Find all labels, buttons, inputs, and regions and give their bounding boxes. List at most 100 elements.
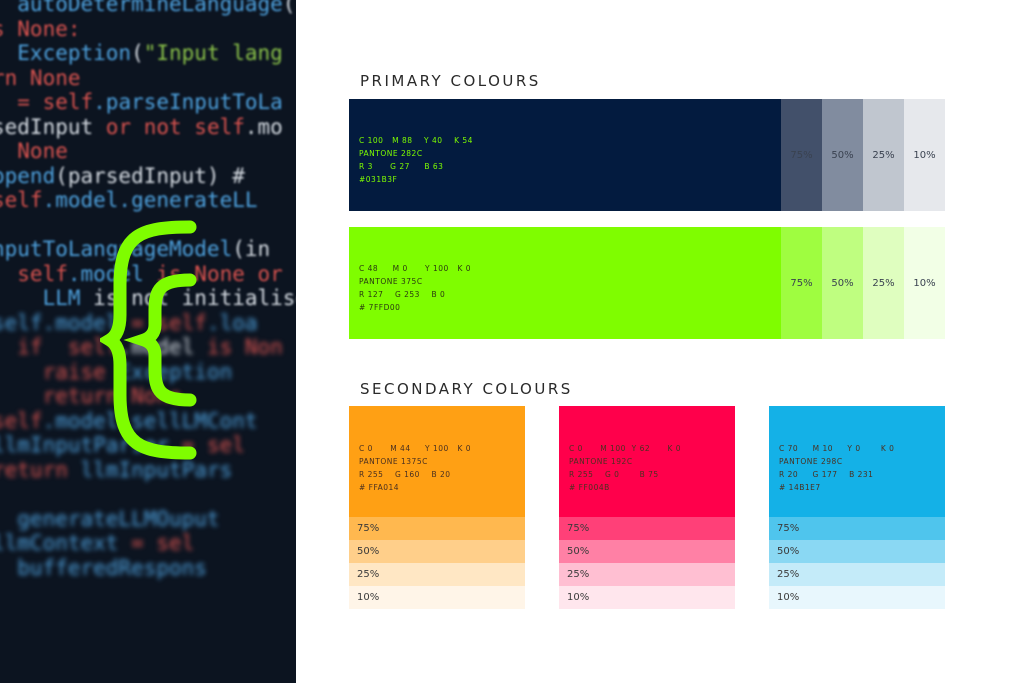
code-token: .model.sellLMCont [42,408,258,433]
code-line: rn None [0,66,296,91]
code-line: Exception("Input lang [0,41,296,66]
code-token: nputToLanguageModel [0,237,233,261]
code-token [0,482,5,506]
code-line: self.model.generateLL [0,188,296,213]
swatch-pantone: PANTONE 375C [359,277,423,286]
swatch-main: C 0 M 44 Y 100 K 0 PANTONE 1375C R 255 G 1… [349,406,525,517]
tint-10: 10% [349,586,525,609]
code-token: autoDetermineLanguage [0,0,283,16]
code-token: return [0,457,81,482]
primary-colours-heading: PRIMARY COLOURS [360,72,541,90]
code-line: generateLLMOuput [0,507,296,532]
swatch-cmyk: C 100 M 88 Y 40 K 54 [359,136,473,145]
swatch-hex-label: #031B3F [359,175,398,184]
code-line: self.model.sellLMCont [0,409,296,434]
swatch-rgb: R 255 G 0 B 75 [569,470,659,479]
code-line: s None: [0,17,296,42]
tint-10: 10% [559,586,735,609]
tint-25: 25% [559,563,735,586]
code-token: Exception [118,359,233,384]
code-background-image: autoDetermineLanguage(lang not s None: E… [0,0,296,683]
code-token: (lang [282,0,296,16]
swatch-pantone: PANTONE 192C [569,457,633,466]
code-token: = self [0,90,94,114]
code-token: sedInput [0,114,106,139]
code-token: generateLLMOuput [0,506,220,531]
code-line: self.model = self.loa [0,311,296,336]
tint-50: 50% [769,540,945,563]
code-token: .model [67,261,157,286]
tint-25: 25% [863,99,904,211]
tint-75: 75% [781,227,822,339]
tint-50: 50% [822,99,863,211]
code-token: raise [0,359,119,384]
code-token: = sel [131,531,195,555]
code-token: self.model [0,310,132,335]
code-line: raise Exception [0,360,296,385]
code-line: nputToLanguageModel(in [0,237,296,262]
code-line: autoDetermineLanguage(lang not [0,0,296,17]
curly-brace-logo-icon [100,220,197,460]
code-token: is None or se [156,261,296,286]
code-token: is Non [206,335,283,359]
tint-50: 50% [559,540,735,563]
tint-25: 25% [769,563,945,586]
code-token: "Input lang [143,41,283,65]
swatch-pantone: PANTONE 282C [359,149,423,158]
swatch-main: C 100 M 88 Y 40 K 54 PANTONE 282C R 3 G 27… [349,99,781,211]
swatch-main: C 70 M 10 Y 0 K 0 PANTONE 298C R 20 G 177 … [769,406,945,517]
tint-10: 10% [769,586,945,609]
code-token: bufferedRespons [0,555,207,580]
secondary-swatch: C 70 M 10 Y 0 K 0 PANTONE 298C R 20 G 177 … [769,406,945,609]
tint-25: 25% [863,227,904,339]
code-line: return llmInputPars [0,458,296,483]
secondary-swatch: C 0 M 100 Y 62 K 0 PANTONE 192C R 255 G 0 … [559,406,735,609]
swatch-pantone: PANTONE 298C [779,457,843,466]
code-token: self [17,261,68,286]
code-token: LLM [0,286,94,310]
tint-10: 10% [904,227,945,339]
tint-10: 10% [904,99,945,211]
tint-75: 75% [769,517,945,540]
swatch-cmyk: C 0 M 44 Y 100 K 0 [359,444,472,453]
code-token: .loa [206,310,258,335]
swatch-rgb: R 255 G 160 B 20 [359,470,451,479]
swatch-hex-label: # FFA014 [359,483,400,492]
code-token: or not self [105,114,245,139]
swatch-cmyk: C 0 M 100 Y 62 K 0 [569,444,682,453]
code-line: LLM is not initialise [0,286,296,311]
code-token: None [17,139,68,163]
swatch-rgb: R 127 G 253 B 0 [359,290,446,299]
secondary-swatch: C 0 M 44 Y 100 K 0 PANTONE 1375C R 255 G 1… [349,406,525,609]
tint-25: 25% [349,563,525,586]
code-token: s None: [0,16,81,41]
code-token: rn None [0,65,81,90]
code-line: ppend(parsedInput) # [0,164,296,189]
code-token [0,213,5,237]
primary-swatch: C 48 M 0 Y 100 K 0 PANTONE 375C R 127 G 25… [349,227,945,339]
swatch-hex-label: # FF004B [569,483,610,492]
code-line: bufferedRespons [0,556,296,581]
code-token: (in [232,237,271,261]
tint-50: 50% [822,227,863,339]
secondary-colours-heading: SECONDARY COLOURS [360,380,573,398]
tint-75: 75% [781,99,822,211]
swatch-main: C 0 M 100 Y 62 K 0 PANTONE 192C R 255 G 0 … [559,406,735,517]
swatch-hex-label: # 14B1E7 [779,483,821,492]
tint-75: 75% [559,517,735,540]
code-line: llmContext = sel [0,531,296,556]
code-token: = self [131,310,207,335]
code-token: (parsedInput) # [55,163,258,188]
code-token: self [0,188,43,212]
code-token: ( [131,41,144,65]
code-token: .mo [244,114,283,139]
tint-50: 50% [349,540,525,563]
swatch-rgb: R 3 G 27 B 63 [359,162,444,171]
code-line: None [0,139,296,164]
code-token: llmContext [0,531,132,555]
swatch-pantone: PANTONE 1375C [359,457,428,466]
code-token: Exception [0,41,132,65]
swatch-rgb: R 20 G 177 B 231 [779,470,874,479]
code-token: self [0,408,43,433]
swatch-main: C 48 M 0 Y 100 K 0 PANTONE 375C R 127 G 25… [349,227,781,339]
